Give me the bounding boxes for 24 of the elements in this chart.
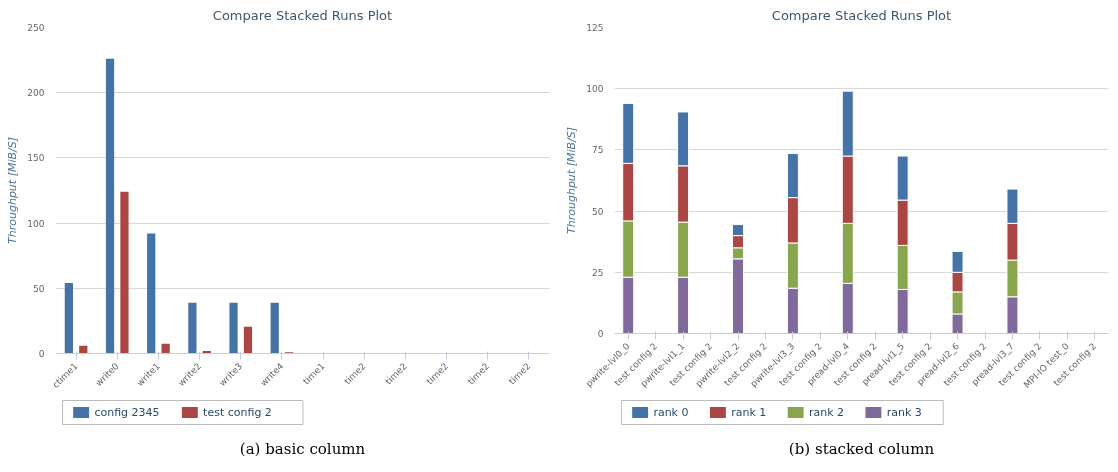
y-tick-label: 150 — [27, 153, 45, 164]
y-tick-label: 50 — [33, 283, 45, 294]
legend-label: rank 2 — [808, 406, 845, 419]
chart-title: Compare Stacked Runs Plot — [212, 7, 393, 23]
y-tick-label: 250 — [27, 23, 45, 33]
text: (b) stacked column — [788, 439, 935, 458]
y-tick-label: 125 — [586, 23, 604, 33]
text: (a) basic column — [239, 439, 366, 458]
y-tick-label: 25 — [592, 267, 604, 278]
y-tick-label: 0 — [38, 349, 45, 359]
y-tick-label: 50 — [592, 206, 604, 217]
chart-title: Compare Stacked Runs Plot — [771, 7, 952, 23]
y-tick-label: 100 — [27, 218, 45, 229]
y-tick-label: 75 — [592, 145, 604, 156]
y-axis-title: Throughput [MiB/S] — [6, 137, 20, 244]
y-tick-label: 0 — [597, 329, 604, 339]
y-tick-label: 200 — [27, 88, 45, 99]
legend-label: rank 0 — [653, 406, 689, 419]
y-tick-label: 100 — [586, 84, 604, 95]
legend-label: rank 3 — [886, 406, 922, 419]
legend-label: test config 2 — [203, 406, 272, 419]
legend-label: config 2345 — [94, 406, 160, 419]
y-axis-title: Throughput [MiB/S] — [565, 127, 579, 234]
legend-label: rank 1 — [731, 406, 767, 419]
